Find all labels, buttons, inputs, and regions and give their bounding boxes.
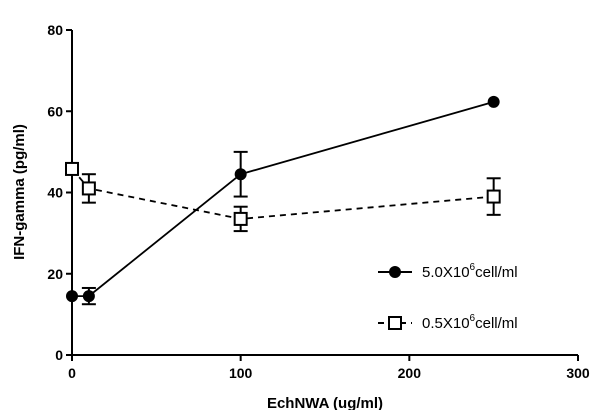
series-1 — [66, 95, 500, 306]
data-point — [81, 181, 96, 196]
legend-item-2: 0.5X106cell/ml — [378, 313, 518, 332]
data-point — [486, 189, 501, 204]
x-tick-label: 0 — [68, 365, 76, 381]
y-axis-title: IFN-gamma (pg/ml) — [11, 124, 28, 260]
y-tick-label: 60 — [47, 103, 63, 119]
legend-label-prefix: 5.0X10 — [422, 264, 470, 281]
data-point — [66, 290, 78, 303]
legend-marker — [388, 316, 402, 330]
y-ticks: 0 20 40 60 80 — [47, 22, 72, 363]
y-tick-label: 40 — [47, 185, 63, 201]
legend-item-1: 5.0X106cell/ml — [378, 262, 518, 281]
legend-label-superscript: 6 — [470, 313, 476, 324]
data-point — [82, 290, 95, 303]
legend-label-prefix: 0.5X10 — [422, 315, 470, 332]
series-2 — [65, 161, 501, 233]
legend-label: 5.0X106cell/ml — [422, 262, 518, 281]
legend: 5.0X106cell/ml0.5X106cell/ml — [378, 262, 518, 332]
x-tick-label: 300 — [566, 365, 590, 381]
legend-marker — [389, 266, 401, 278]
y-tick-label: 0 — [55, 347, 63, 363]
legend-label-suffix: cell/ml — [475, 315, 518, 332]
x-tick-label: 200 — [398, 365, 422, 381]
y-tick-label: 20 — [47, 266, 63, 282]
data-point — [233, 211, 248, 226]
x-ticks: 0 100 200 300 — [68, 355, 590, 381]
x-axis-title: EchNWA (ug/ml) — [267, 395, 383, 410]
y-tick-label: 80 — [47, 22, 63, 38]
data-point — [487, 95, 500, 108]
data-point — [234, 168, 247, 181]
legend-label: 0.5X106cell/ml — [422, 313, 518, 332]
legend-label-suffix: cell/ml — [475, 264, 518, 281]
series-line — [71, 168, 494, 220]
axes — [71, 30, 578, 356]
data-point — [65, 161, 79, 176]
x-tick-label: 100 — [229, 365, 253, 381]
series-line — [72, 101, 494, 297]
series-layer — [65, 95, 501, 306]
legend-label-superscript: 6 — [470, 262, 476, 273]
